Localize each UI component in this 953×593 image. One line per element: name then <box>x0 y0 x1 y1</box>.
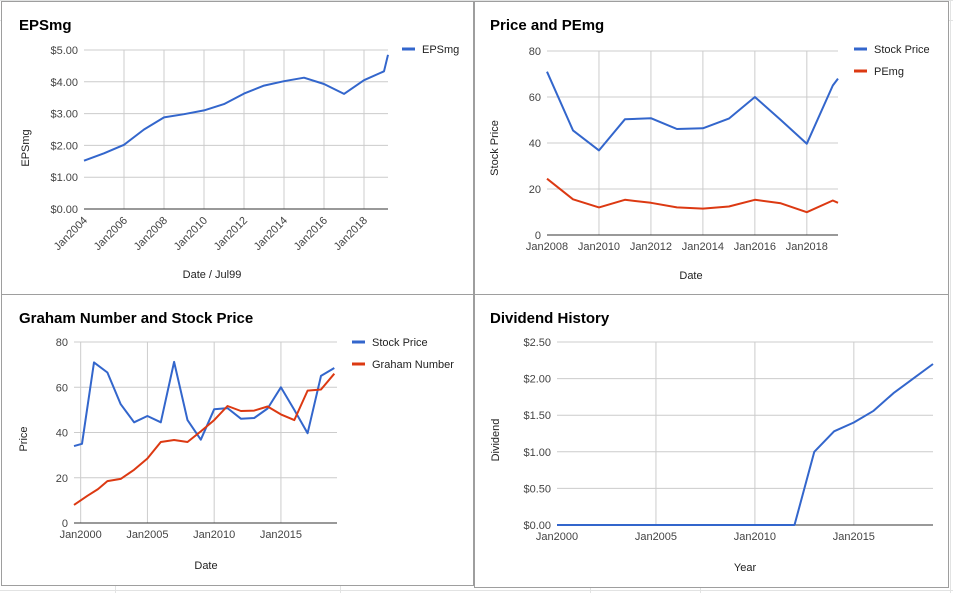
chart-epsmg: EPSmg $0.00 $1.00 $2.00 $3.00 $4.00 $5.00 Jan2… <box>19 17 459 281</box>
y-axis-label: Price <box>18 426 30 451</box>
y-axis-label: Dividend <box>490 419 502 462</box>
series-line-dividend <box>557 363 934 526</box>
x-tick-label: Jan2012 <box>630 241 672 253</box>
y-tick-label: $5.00 <box>50 45 78 57</box>
x-axis-label: Date / Jul99 <box>183 269 242 281</box>
y-tick-label: $1.00 <box>523 447 551 459</box>
y-tick-label: 40 <box>56 428 68 440</box>
x-tick-label: Jan2018 <box>786 241 828 253</box>
legend-label-stock-price: Stock Price <box>372 337 428 349</box>
x-tick-label: Jan2010 <box>172 215 210 253</box>
x-tick-label: Jan2000 <box>60 529 102 541</box>
y-tick-label: 60 <box>56 382 68 394</box>
legend: Stock Price Graham Number <box>352 337 454 371</box>
x-tick-label: Jan2014 <box>682 241 724 253</box>
chart-panel-epsmg: EPSmg $0.00 $1.00 $2.00 $3.00 $4.00 $5.00 Jan2… <box>1 1 474 295</box>
x-axis-label: Date <box>194 560 217 572</box>
x-tick-label: Jan2006 <box>92 215 130 253</box>
y-tick-label: 60 <box>529 92 541 104</box>
series-line-graham-number <box>73 373 336 506</box>
y-axis-label: Stock Price <box>489 120 501 176</box>
legend-label-epsmg: EPSmg <box>422 44 459 56</box>
chart-title: Graham Number and Stock Price <box>19 310 253 327</box>
x-tick-label: Jan2016 <box>734 241 776 253</box>
chart-title: EPSmg <box>19 17 72 34</box>
x-tick-label: Jan2014 <box>252 215 290 253</box>
series-line-epsmg <box>83 54 389 162</box>
x-tick-label: Jan2018 <box>332 215 370 253</box>
x-tick-label: Jan2010 <box>578 241 620 253</box>
x-tick-label: Jan2010 <box>734 531 776 543</box>
y-tick-label: 40 <box>529 138 541 150</box>
y-tick-label: 80 <box>56 337 68 349</box>
x-tick-label: Jan2004 <box>52 215 90 253</box>
y-tick-label: $0.00 <box>523 520 551 532</box>
x-axis-label: Year <box>734 562 757 574</box>
legend: Stock Price PEmg <box>854 44 930 78</box>
chart-price-pemg: Price and PEmg 0 20 40 60 80 Jan2008 Jan2010 Ja… <box>489 17 930 282</box>
chart-title: Price and PEmg <box>490 17 604 34</box>
x-tick-label: Jan2005 <box>635 531 677 543</box>
y-tick-label: 20 <box>56 473 68 485</box>
y-tick-label: $1.50 <box>523 410 551 422</box>
x-tick-label: Jan2016 <box>292 215 330 253</box>
y-tick-label: $0.00 <box>50 204 78 216</box>
legend-label-pemg: PEmg <box>874 66 904 78</box>
chart-graham-number: Graham Number and Stock Price 0 20 40 60 80 J… <box>18 310 454 572</box>
y-tick-label: $2.00 <box>50 140 78 152</box>
y-tick-label: 0 <box>535 230 541 242</box>
x-tick-label: Jan2012 <box>212 215 250 253</box>
y-tick-label: $4.00 <box>50 77 78 89</box>
x-tick-label: Jan2010 <box>193 529 235 541</box>
chart-panel-graham-number: Graham Number and Stock Price 0 20 40 60 80 J… <box>1 294 474 586</box>
x-tick-label: Jan2000 <box>536 531 578 543</box>
chart-panel-dividend-history: Dividend History $0.00 $0.50 $1.00 $1.50 $2.… <box>474 294 949 588</box>
y-axis-label: EPSmg <box>20 129 32 166</box>
x-axis-label: Date <box>679 270 702 282</box>
y-tick-label: 0 <box>62 518 68 530</box>
series-line-pemg <box>546 177 839 214</box>
chart-dividend-history: Dividend History $0.00 $0.50 $1.00 $1.50 $2.… <box>490 310 934 574</box>
y-tick-label: $1.00 <box>50 172 78 184</box>
x-tick-label: Jan2008 <box>132 215 170 253</box>
y-tick-label: $3.00 <box>50 109 78 121</box>
y-tick-label: 80 <box>529 46 541 58</box>
series-line-stock-price <box>73 360 335 448</box>
series-line-stock-price <box>546 71 839 152</box>
x-tick-label: Jan2015 <box>833 531 875 543</box>
x-tick-label: Jan2015 <box>260 529 302 541</box>
legend: EPSmg <box>402 44 459 56</box>
y-tick-label: $2.00 <box>523 374 551 386</box>
chart-title: Dividend History <box>490 310 610 327</box>
x-tick-label: Jan2005 <box>126 529 168 541</box>
y-tick-label: 20 <box>529 184 541 196</box>
chart-panel-price-pemg: Price and PEmg 0 20 40 60 80 Jan2008 Jan2010 Ja… <box>474 1 949 295</box>
y-tick-label: $0.50 <box>523 483 551 495</box>
legend-label-graham-number: Graham Number <box>372 359 454 371</box>
legend-label-stock-price: Stock Price <box>874 44 930 56</box>
x-tick-label: Jan2008 <box>526 241 568 253</box>
y-tick-label: $2.50 <box>523 337 551 349</box>
